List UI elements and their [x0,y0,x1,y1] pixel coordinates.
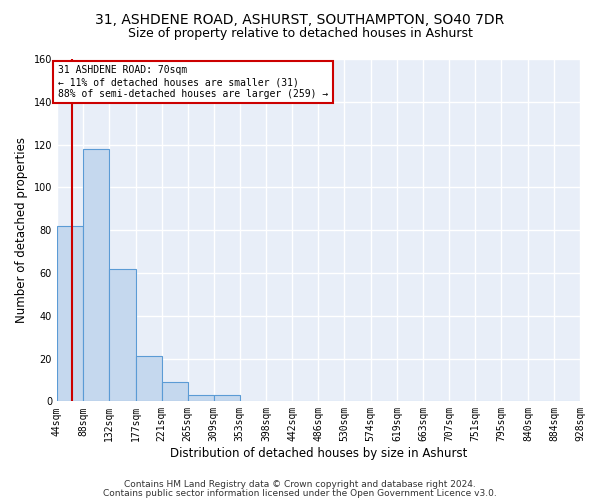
Bar [214,395,240,402]
Text: Size of property relative to detached houses in Ashurst: Size of property relative to detached ho… [128,28,472,40]
Y-axis label: Number of detached properties: Number of detached properties [15,137,28,323]
Text: 31 ASHDENE ROAD: 70sqm
← 11% of detached houses are smaller (31)
88% of semi-det: 31 ASHDENE ROAD: 70sqm ← 11% of detached… [58,66,328,98]
X-axis label: Distribution of detached houses by size in Ashurst: Distribution of detached houses by size … [170,447,467,460]
Bar [57,226,83,402]
Bar [109,268,136,402]
Text: Contains HM Land Registry data © Crown copyright and database right 2024.: Contains HM Land Registry data © Crown c… [124,480,476,489]
Bar [136,356,161,402]
Bar [161,382,188,402]
Text: Contains public sector information licensed under the Open Government Licence v3: Contains public sector information licen… [103,488,497,498]
Bar [188,395,214,402]
Bar [83,149,109,402]
Text: 31, ASHDENE ROAD, ASHURST, SOUTHAMPTON, SO40 7DR: 31, ASHDENE ROAD, ASHURST, SOUTHAMPTON, … [95,12,505,26]
